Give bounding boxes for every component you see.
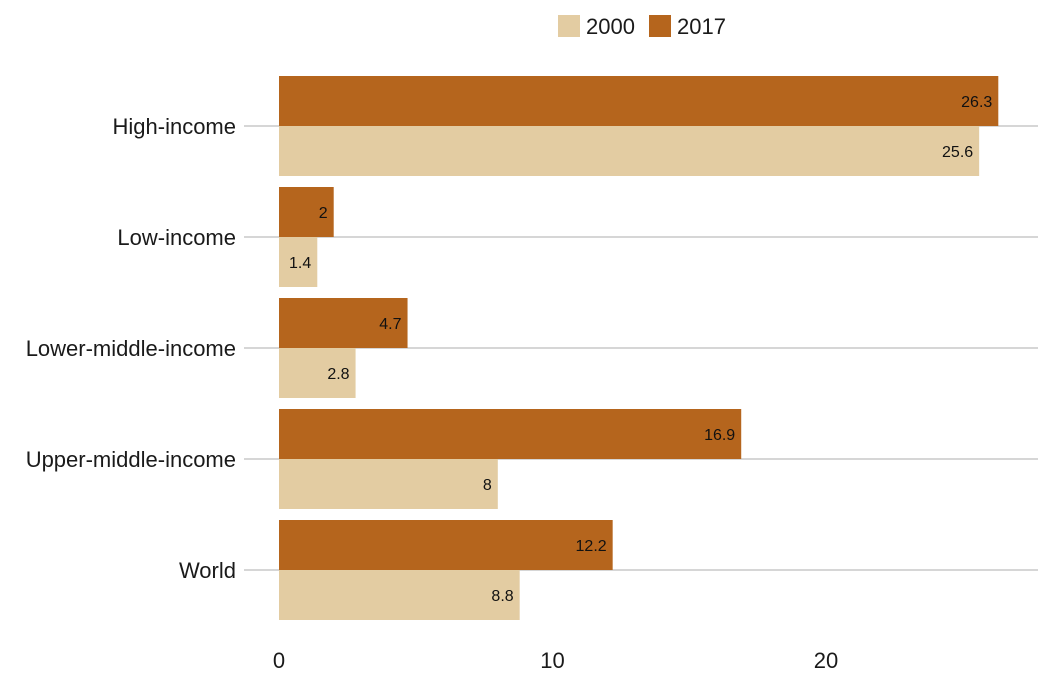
legend-swatch-2017: [649, 15, 671, 37]
x-tick-label-0: 0: [273, 648, 285, 673]
bars: 26.3 25.6 2 1.4 4.7 2.8 16.9 8 12.2 8.8: [279, 76, 999, 620]
bar-world-2017: [279, 520, 613, 570]
data-label-lower-middle-income-2000: 2.8: [327, 366, 349, 383]
x-tick-label-20: 20: [814, 648, 838, 673]
bar-upper-middle-income-2000: [279, 459, 498, 509]
data-label-low-income-2000: 1.4: [289, 255, 311, 272]
bar-high-income-2000: [279, 126, 980, 176]
bar-high-income-2017: [279, 76, 999, 126]
data-label-high-income-2000: 25.6: [942, 144, 973, 161]
category-labels: High-income Low-income Lower-middle-income…: [26, 114, 236, 583]
x-axis-ticks: 0 10 20: [273, 648, 838, 673]
category-label-high-income: High-income: [113, 114, 237, 139]
legend-swatch-2000: [558, 15, 580, 37]
data-label-world-2000: 8.8: [491, 588, 513, 605]
bar-world-2000: [279, 570, 520, 620]
bar-low-income-2017: [279, 187, 334, 237]
data-label-lower-middle-income-2017: 4.7: [379, 316, 401, 333]
data-label-high-income-2017: 26.3: [961, 94, 992, 111]
legend-label-2000: 2000: [586, 14, 635, 39]
data-label-low-income-2017: 2: [319, 205, 328, 222]
category-label-world: World: [179, 558, 236, 583]
category-label-upper-middle-income: Upper-middle-income: [26, 447, 236, 472]
data-label-upper-middle-income-2017: 16.9: [704, 427, 735, 444]
bar-low-income-2000: [279, 237, 318, 287]
category-label-lower-middle-income: Lower-middle-income: [26, 336, 236, 361]
data-label-upper-middle-income-2000: 8: [483, 477, 492, 494]
legend: 2000 2017: [558, 14, 726, 39]
bar-lower-middle-income-2017: [279, 298, 408, 348]
x-tick-label-10: 10: [540, 648, 564, 673]
data-label-world-2017: 12.2: [576, 538, 607, 555]
category-label-low-income: Low-income: [117, 225, 236, 250]
bar-upper-middle-income-2017: [279, 409, 742, 459]
legend-label-2017: 2017: [677, 14, 726, 39]
bar-lower-middle-income-2000: [279, 348, 356, 398]
